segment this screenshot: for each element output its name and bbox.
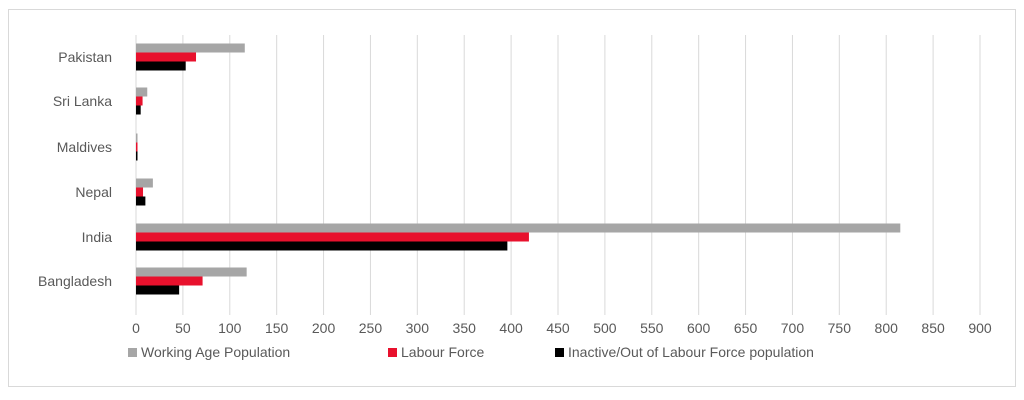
y-category-label: Maldives xyxy=(57,139,112,155)
y-category-label: Sri Lanka xyxy=(53,93,112,109)
bar-bangladesh-series-2 xyxy=(136,285,180,295)
x-tick-label: 850 xyxy=(921,320,945,336)
legend-swatch xyxy=(128,348,137,357)
x-tick-label: 300 xyxy=(406,320,430,336)
y-category-label: India xyxy=(82,229,113,245)
bar-india-series-0 xyxy=(136,223,901,233)
x-tick-label: 900 xyxy=(968,320,992,336)
legend-swatch xyxy=(388,348,397,357)
x-tick-label: 250 xyxy=(359,320,383,336)
legend-label: Working Age Population xyxy=(141,344,290,360)
legend-swatch xyxy=(555,348,564,357)
x-tick-label: 600 xyxy=(687,320,711,336)
legend-label: Labour Force xyxy=(401,344,484,360)
bar-pakistan-series-2 xyxy=(136,61,186,71)
bar-maldives-series-0 xyxy=(136,133,138,143)
x-tick-label: 400 xyxy=(499,320,523,336)
bar-pakistan-series-0 xyxy=(136,43,245,53)
x-tick-label: 800 xyxy=(875,320,899,336)
x-tick-label: 750 xyxy=(828,320,852,336)
bar-sri-lanka-series-1 xyxy=(136,96,143,106)
bar-nepal-series-2 xyxy=(136,196,146,206)
bar-bangladesh-series-0 xyxy=(136,267,247,277)
bar-nepal-series-0 xyxy=(136,178,153,188)
y-category-label: Bangladesh xyxy=(38,273,112,289)
bar-nepal-series-1 xyxy=(136,187,144,197)
x-tick-label: 550 xyxy=(640,320,664,336)
x-tick-label: 0 xyxy=(132,320,140,336)
legend-label: Inactive/Out of Labour Force population xyxy=(568,344,814,360)
x-tick-label: 500 xyxy=(593,320,617,336)
bar-bangladesh-series-1 xyxy=(136,276,203,286)
x-tick-label: 50 xyxy=(175,320,191,336)
chart-frame xyxy=(8,9,1016,387)
bar-india-series-2 xyxy=(136,241,508,251)
x-tick-label: 700 xyxy=(781,320,805,336)
y-category-label: Nepal xyxy=(75,184,112,200)
x-tick-label: 100 xyxy=(218,320,242,336)
bar-maldives-series-1 xyxy=(136,142,138,152)
bar-india-series-1 xyxy=(136,232,529,242)
y-category-label: Pakistan xyxy=(58,49,112,65)
bar-maldives-series-2 xyxy=(136,151,138,161)
x-tick-label: 350 xyxy=(453,320,477,336)
x-tick-label: 650 xyxy=(734,320,758,336)
bar-pakistan-series-1 xyxy=(136,52,197,62)
x-tick-label: 450 xyxy=(546,320,570,336)
x-tick-label: 150 xyxy=(265,320,289,336)
bar-sri-lanka-series-2 xyxy=(136,105,141,115)
bar-sri-lanka-series-0 xyxy=(136,87,148,97)
x-tick-label: 200 xyxy=(312,320,336,336)
